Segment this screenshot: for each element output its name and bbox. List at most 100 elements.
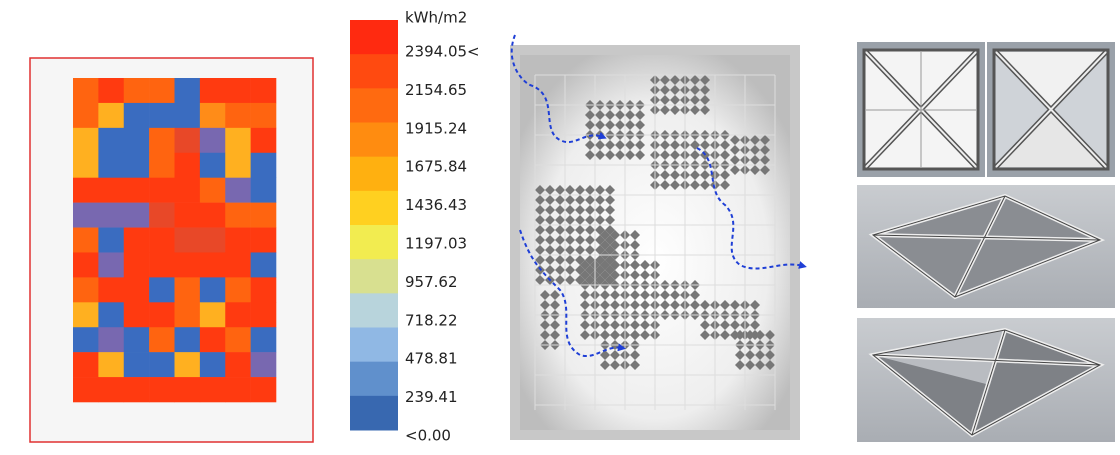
heat-cell: [200, 78, 226, 103]
heat-cell: [73, 377, 99, 402]
heat-cell: [251, 377, 277, 402]
heat-cell: [124, 153, 150, 178]
heat-cell: [73, 352, 99, 377]
legend-label: 478.81: [405, 350, 458, 368]
figure: 2394.05<2154.651915.241675.841436.431197…: [0, 0, 1120, 455]
heat-cell: [124, 78, 150, 103]
heat-cell: [225, 78, 251, 103]
heat-cell: [225, 103, 251, 128]
heat-cell: [98, 352, 124, 377]
heat-cell: [124, 178, 150, 203]
legend-label: 1675.84: [405, 158, 467, 176]
heat-cell: [73, 277, 99, 302]
heat-cell: [124, 377, 150, 402]
legend-swatch: [350, 362, 398, 397]
heat-cell: [251, 252, 277, 277]
heat-cell: [73, 103, 99, 128]
legend-swatch: [350, 293, 398, 328]
heat-cell: [73, 78, 99, 103]
heat-cell: [175, 228, 201, 253]
heat-cell: [175, 203, 201, 228]
heat-cell: [98, 302, 124, 327]
heat-cell: [149, 352, 175, 377]
heat-cell: [175, 327, 201, 352]
heat-cell: [251, 153, 277, 178]
heat-cell: [149, 327, 175, 352]
heat-cell: [200, 327, 226, 352]
heat-cell: [200, 153, 226, 178]
heat-cell: [251, 203, 277, 228]
heat-cell: [251, 128, 277, 153]
legend-label: 2154.65: [405, 81, 467, 99]
legend-swatch: [350, 20, 398, 55]
heat-cell: [225, 252, 251, 277]
heat-cell: [98, 277, 124, 302]
heat-cell: [73, 302, 99, 327]
heat-cell: [73, 178, 99, 203]
heat-cell: [73, 153, 99, 178]
legend-label: <0.00: [405, 427, 451, 445]
heat-cell: [200, 252, 226, 277]
heat-cell: [149, 203, 175, 228]
legend-label: 239.41: [405, 388, 458, 406]
heat-cell: [200, 203, 226, 228]
heat-cell: [124, 128, 150, 153]
heat-cell: [124, 203, 150, 228]
heat-cell: [225, 178, 251, 203]
heat-cell: [225, 203, 251, 228]
heat-cell: [225, 128, 251, 153]
heat-cell: [98, 203, 124, 228]
legend-swatch: [350, 396, 398, 431]
heat-cell: [225, 277, 251, 302]
legend-label: 2394.05<: [405, 43, 480, 61]
heat-cell: [175, 252, 201, 277]
heat-cell: [98, 178, 124, 203]
heat-cell: [251, 178, 277, 203]
heat-cell: [251, 327, 277, 352]
heat-cell: [124, 277, 150, 302]
heat-cell: [175, 302, 201, 327]
heat-cell: [124, 302, 150, 327]
legend-swatch: [350, 123, 398, 158]
heat-cell: [225, 352, 251, 377]
heat-cell: [200, 178, 226, 203]
heat-cell: [225, 302, 251, 327]
legend-label: 957.62: [405, 273, 458, 291]
heatmap: [73, 78, 276, 402]
heat-cell: [175, 78, 201, 103]
heat-cell: [98, 327, 124, 352]
heat-cell: [149, 153, 175, 178]
legend-swatch: [350, 88, 398, 123]
heat-cell: [200, 302, 226, 327]
heat-cell: [175, 377, 201, 402]
heat-cell: [124, 228, 150, 253]
heat-cell: [73, 228, 99, 253]
heat-cell: [251, 78, 277, 103]
legend-swatch: [350, 328, 398, 363]
heat-cell: [124, 103, 150, 128]
heat-cell: [73, 327, 99, 352]
heat-cell: [73, 128, 99, 153]
heat-cell: [73, 203, 99, 228]
heat-cell: [200, 228, 226, 253]
legend-swatch: [350, 225, 398, 260]
heat-cell: [200, 277, 226, 302]
heat-cell: [124, 252, 150, 277]
heat-cell: [149, 78, 175, 103]
legend-unit: kWh/m2: [405, 9, 467, 27]
legend-label: 1915.24: [405, 119, 467, 137]
heat-cell: [98, 228, 124, 253]
heat-cell: [175, 153, 201, 178]
heat-cell: [149, 277, 175, 302]
legend-label: 1197.03: [405, 235, 467, 253]
heat-cell: [200, 377, 226, 402]
heat-cell: [98, 103, 124, 128]
heat-cell: [251, 277, 277, 302]
heat-cell: [149, 252, 175, 277]
heat-cell: [225, 377, 251, 402]
heat-cell: [73, 252, 99, 277]
heat-cell: [98, 78, 124, 103]
heat-cell: [200, 128, 226, 153]
legend-label: 718.22: [405, 311, 458, 329]
heat-cell: [251, 103, 277, 128]
